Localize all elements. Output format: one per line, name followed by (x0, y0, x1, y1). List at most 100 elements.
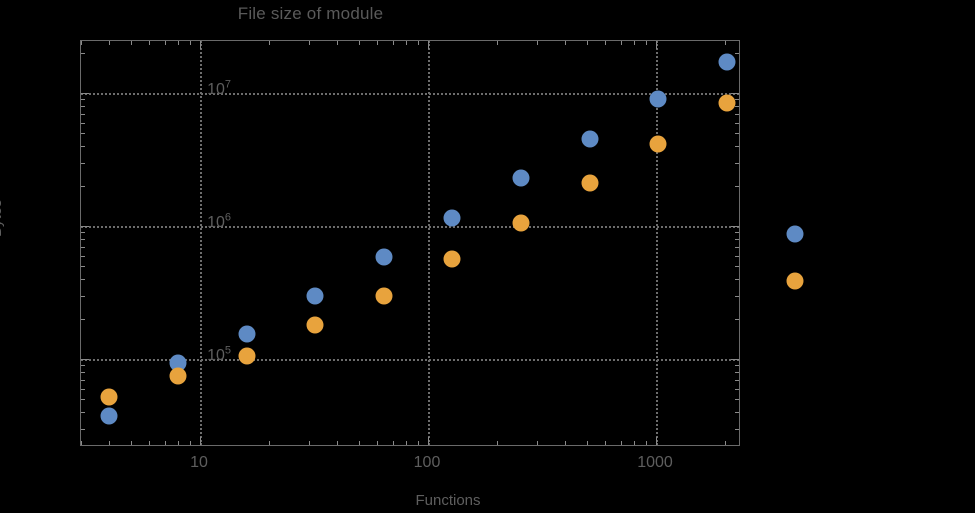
data-point-series_a (581, 130, 599, 148)
data-point-series_a (649, 90, 667, 108)
y-tick-minor (735, 428, 739, 430)
y-tick-minor (735, 371, 739, 373)
gridline-vertical (428, 41, 430, 445)
x-tick-minor (164, 441, 166, 445)
x-tick-major (200, 41, 201, 49)
y-tick-minor (735, 246, 739, 248)
x-tick-minor (80, 441, 82, 445)
data-point-series_b (786, 272, 804, 290)
x-tick-minor (417, 441, 419, 445)
x-tick-minor (308, 441, 310, 445)
x-tick-minor (405, 441, 407, 445)
x-tick-minor (109, 441, 111, 445)
x-tick-minor (189, 441, 191, 445)
x-tick-minor (565, 441, 567, 445)
y-tick-minor (735, 52, 739, 54)
data-point-series_a (443, 209, 461, 227)
x-tick-minor (189, 41, 191, 45)
data-point-series_b (375, 287, 393, 305)
y-tick-minor (81, 145, 85, 147)
x-tick-minor (337, 441, 339, 445)
y-tick-minor (81, 365, 85, 367)
data-point-series_a (169, 354, 187, 372)
x-tick-minor (565, 41, 567, 45)
x-tick-minor (645, 41, 647, 45)
x-tick-minor (496, 41, 498, 45)
data-point-series_a (100, 407, 118, 425)
y-tick-minor (735, 399, 739, 401)
x-tick-minor (392, 441, 394, 445)
data-point-series_b (718, 94, 736, 112)
y-tick-minor (81, 371, 85, 373)
y-tick-label-exponent: 7 (224, 78, 231, 91)
y-tick-major (731, 359, 739, 360)
x-tick-minor (620, 41, 622, 45)
y-tick-major (731, 93, 739, 94)
x-tick-minor (496, 441, 498, 445)
x-tick-minor (337, 41, 339, 45)
y-tick-minor (735, 379, 739, 381)
data-point-series_b (581, 174, 599, 192)
x-tick-minor (131, 41, 133, 45)
x-tick-minor (724, 41, 726, 45)
y-tick-minor (735, 232, 739, 234)
x-tick-minor (377, 41, 379, 45)
x-tick-minor (417, 41, 419, 45)
x-tick-label: 100 (413, 454, 441, 471)
y-tick-minor (735, 255, 739, 257)
x-tick-minor (359, 41, 361, 45)
x-tick-major (656, 437, 657, 445)
y-tick-label: 107 (207, 78, 231, 99)
y-tick-label: 105 (207, 345, 231, 365)
x-tick-minor (605, 441, 607, 445)
x-tick-minor (536, 41, 538, 45)
data-point-series_b (512, 214, 530, 232)
y-tick-minor (81, 266, 85, 268)
y-tick-minor (81, 105, 85, 107)
data-point-series_b (100, 388, 118, 406)
y-tick-minor (81, 246, 85, 248)
gridline-horizontal (81, 93, 739, 95)
x-tick-minor (268, 41, 270, 45)
x-tick-minor (177, 41, 179, 45)
y-tick-minor (81, 379, 85, 381)
y-tick-minor (81, 113, 85, 115)
y-tick-major (731, 226, 739, 227)
data-point-series_a (512, 169, 530, 187)
plot-area (80, 40, 740, 446)
data-point-series_b (443, 250, 461, 268)
y-tick-minor (81, 133, 85, 135)
y-tick-minor (735, 185, 739, 187)
x-tick-minor (620, 441, 622, 445)
x-tick-minor (359, 441, 361, 445)
x-axis-label: Functions (415, 492, 481, 509)
y-tick-minor (735, 318, 739, 320)
x-tick-major (656, 41, 657, 49)
y-tick-minor (735, 295, 739, 297)
x-tick-minor (724, 441, 726, 445)
y-tick-label: 106 (207, 211, 231, 232)
y-tick-minor (735, 122, 739, 124)
x-tick-minor (268, 441, 270, 445)
x-tick-major (428, 437, 429, 445)
x-tick-minor (80, 41, 82, 45)
data-point-series_b (169, 367, 187, 385)
y-tick-minor (81, 399, 85, 401)
y-tick-minor (735, 388, 739, 390)
y-tick-minor (81, 162, 85, 164)
data-point-series_a (238, 325, 256, 343)
y-tick-minor (81, 232, 85, 234)
x-tick-minor (605, 41, 607, 45)
x-tick-minor (405, 41, 407, 45)
x-tick-minor (164, 41, 166, 45)
y-tick-minor (735, 162, 739, 164)
y-tick-minor (735, 145, 739, 147)
y-tick-minor (735, 105, 739, 107)
y-tick-label-base: 10 (207, 214, 225, 231)
x-tick-minor (536, 441, 538, 445)
y-tick-label-exponent: 6 (224, 211, 231, 224)
y-tick-label-base: 10 (207, 347, 225, 364)
y-tick-minor (735, 113, 739, 115)
y-tick-minor (735, 133, 739, 135)
